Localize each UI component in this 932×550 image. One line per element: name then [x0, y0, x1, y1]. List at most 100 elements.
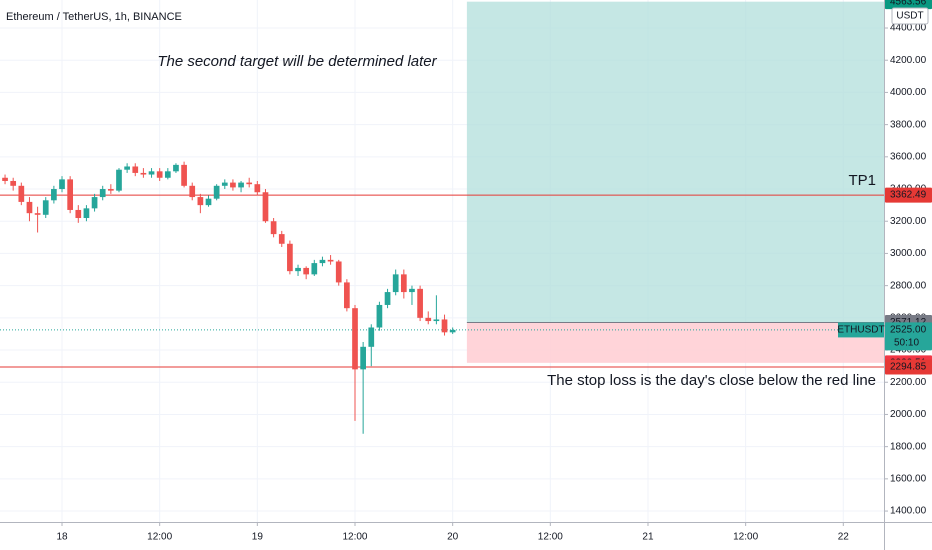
- y-axis-panel: [884, 0, 932, 550]
- candle-body: [409, 288, 415, 293]
- candle-body: [400, 274, 407, 293]
- y-tick-label: 4000.00: [890, 87, 927, 98]
- y-tick-label: 3800.00: [890, 119, 927, 130]
- candle-body: [173, 164, 179, 172]
- candle-body: [368, 327, 375, 347]
- candle-body: [311, 263, 318, 275]
- y-tick-label: 3200.00: [890, 216, 927, 227]
- annotation: The stop loss is the day's close below t…: [547, 372, 876, 389]
- x-tick-label: 12:00: [538, 532, 563, 543]
- candle-body: [441, 319, 448, 333]
- candle-body: [417, 288, 423, 318]
- candle-body: [18, 185, 25, 202]
- candle-body: [116, 169, 122, 191]
- annotation: TP1: [848, 172, 876, 189]
- candle-body: [34, 213, 41, 215]
- candle-body: [270, 221, 277, 235]
- candle-body: [197, 197, 204, 206]
- candle-body: [287, 243, 293, 272]
- currency-box: [891, 7, 929, 25]
- candle-body: [148, 171, 155, 175]
- loss-zone: [466, 322, 884, 363]
- candle-body: [99, 189, 106, 198]
- candle-body: [221, 182, 228, 186]
- price-tag-label: 2294.85: [890, 362, 927, 373]
- profit-zone: [466, 1, 884, 323]
- candle-body: [83, 208, 90, 219]
- candle-body: [124, 166, 130, 170]
- y-tick-label: 2000.00: [890, 409, 927, 420]
- candle-body: [189, 185, 196, 198]
- y-tick-label: 3600.00: [890, 151, 927, 162]
- x-axis-panel: [0, 522, 932, 550]
- candle-body: [59, 179, 65, 190]
- candle-body: [295, 267, 301, 272]
- price-tag: [885, 359, 932, 375]
- x-tick-label: 12:00: [147, 532, 172, 543]
- candle-body: [132, 166, 139, 173]
- price-tag-label: 4563.56: [890, 0, 927, 7]
- x-tick-label: 20: [447, 532, 459, 543]
- x-tick-label: 22: [838, 532, 850, 543]
- y-tick-label: 2800.00: [890, 280, 927, 291]
- candle-body: [449, 329, 456, 333]
- chart-title: Ethereum / TetherUS, 1h, BINANCE: [6, 11, 182, 23]
- candle-body: [433, 319, 440, 322]
- symbol-tag-label: ETHUSDT: [837, 325, 884, 336]
- y-tick-label: 1800.00: [890, 441, 927, 452]
- candle-body: [278, 234, 285, 244]
- candle-body: [42, 200, 49, 215]
- countdown: 50:10: [894, 338, 919, 349]
- candle-body: [205, 198, 212, 206]
- candle-body: [2, 177, 8, 181]
- candle-body: [140, 172, 147, 175]
- candle-body: [335, 261, 342, 283]
- candle-body: [376, 304, 383, 328]
- y-tick-label: 3000.00: [890, 248, 927, 259]
- candle-body: [384, 292, 391, 305]
- candle-body: [26, 201, 33, 214]
- x-tick-label: 21: [642, 532, 654, 543]
- candle-body: [67, 179, 74, 210]
- price-tag-label: 3362.49: [890, 190, 927, 201]
- candle-body: [360, 346, 366, 370]
- x-tick-label: 19: [252, 532, 264, 543]
- symbol-tag: [838, 322, 884, 338]
- y-tick-label: 4200.00: [890, 55, 927, 66]
- price-tag: [885, 187, 932, 203]
- y-tick-label: 1400.00: [890, 506, 927, 517]
- candle-body: [107, 189, 114, 191]
- candle-body: [425, 317, 432, 322]
- candle-body: [181, 164, 187, 186]
- currency-label: USDT: [896, 11, 923, 22]
- candle-body: [213, 185, 220, 199]
- y-tick-label: 1600.00: [890, 473, 927, 484]
- candle-body: [352, 308, 358, 370]
- x-tick-label: 12:00: [733, 532, 758, 543]
- y-tick-label: 2200.00: [890, 377, 927, 388]
- candle-body: [246, 182, 253, 185]
- candle-body: [262, 192, 269, 222]
- candle-body: [156, 171, 163, 178]
- candle-body: [230, 182, 236, 188]
- candle-body: [75, 209, 82, 219]
- price-tag-label: 2525.00: [890, 325, 927, 336]
- candle-body: [238, 182, 244, 188]
- candle-body: [51, 189, 57, 201]
- price-tag: [885, 322, 932, 351]
- candle-body: [344, 282, 350, 309]
- candle-body: [164, 171, 171, 178]
- candle-body: [392, 274, 399, 293]
- candle-body: [254, 184, 261, 193]
- candle-body: [303, 267, 310, 275]
- price-tag: [885, 0, 932, 10]
- candle-body: [327, 259, 334, 262]
- candle-body: [91, 197, 98, 209]
- y-tick-label: 4400.00: [890, 23, 927, 34]
- candle-body: [10, 180, 17, 186]
- candle-body: [319, 259, 326, 264]
- x-tick-label: 18: [56, 532, 68, 543]
- x-tick-label: 12:00: [342, 532, 367, 543]
- annotation: The second target will be determined lat…: [157, 53, 437, 70]
